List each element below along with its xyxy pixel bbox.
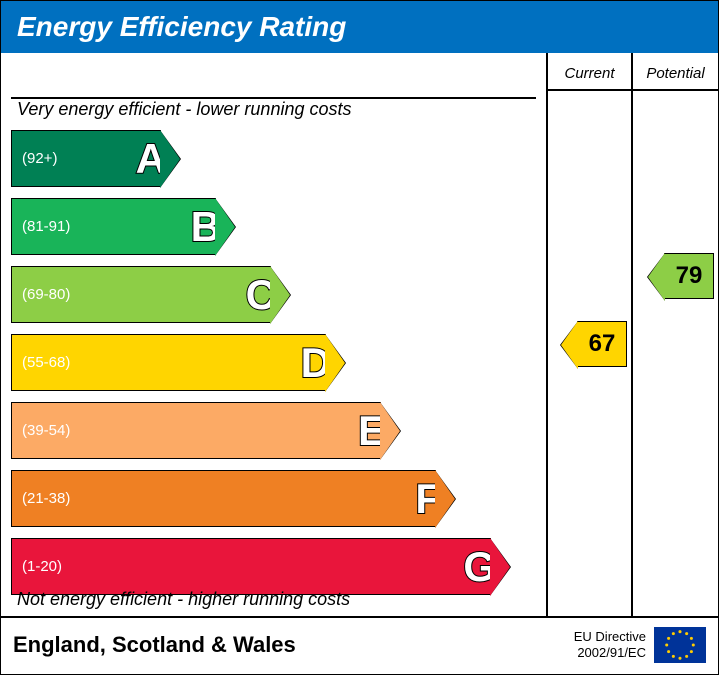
eu-flag-icon [654, 627, 706, 663]
band-bar: (69-80)C [11, 266, 271, 323]
band-range: (55-68) [22, 354, 70, 371]
band-d: (55-68) D [11, 334, 536, 394]
band-range: (92+) [22, 150, 57, 167]
band-letter: B [191, 203, 221, 251]
band-bar: (81-91)B [11, 198, 216, 255]
band-letter: A [136, 135, 166, 183]
current-rating-pointer: 67 [577, 321, 627, 367]
band-b: (81-91) B [11, 198, 536, 258]
content-row: Very energy efficient - lower running co… [1, 53, 718, 618]
band-range: (39-54) [22, 422, 70, 439]
bottom-caption: Not energy efficient - higher running co… [11, 589, 350, 610]
title: Energy Efficiency Rating [1, 1, 718, 53]
current-pointer-slot: 67 [548, 91, 631, 654]
band-letter: D [301, 339, 331, 387]
band-letter: G [463, 543, 496, 591]
current-column: Current 67 [548, 53, 633, 616]
top-caption: Very energy efficient - lower running co… [11, 99, 536, 120]
current-header: Current [548, 53, 631, 91]
band-range: (1-20) [22, 558, 62, 575]
potential-pointer-slot: 79 [633, 91, 718, 654]
region-text: England, Scotland & Wales [13, 632, 296, 658]
band-f: (21-38) F [11, 470, 536, 530]
band-e: (39-54) E [11, 402, 536, 462]
potential-column: Potential 79 [633, 53, 718, 616]
bands-panel: Very energy efficient - lower running co… [1, 53, 548, 616]
band-letter: C [246, 271, 276, 319]
bands-list: (92+) A (81-91) B (69-80) C (55-68) D (39-54) E (2… [11, 130, 536, 598]
band-bar: (92+)A [11, 130, 161, 187]
band-letter: E [358, 407, 386, 455]
potential-rating-pointer: 79 [664, 253, 714, 299]
potential-header: Potential [633, 53, 718, 91]
band-bar: (39-54)E [11, 402, 381, 459]
band-range: (81-91) [22, 218, 70, 235]
bands-header-spacer [11, 61, 536, 99]
band-a: (92+) A [11, 130, 536, 190]
band-range: (69-80) [22, 286, 70, 303]
band-letter: F [415, 475, 441, 523]
band-bar: (55-68)D [11, 334, 326, 391]
band-bar: (1-20)G [11, 538, 491, 595]
epc-chart: Energy Efficiency Rating Very energy eff… [0, 0, 719, 675]
band-range: (21-38) [22, 490, 70, 507]
band-bar: (21-38)F [11, 470, 436, 527]
band-c: (69-80) C [11, 266, 536, 326]
